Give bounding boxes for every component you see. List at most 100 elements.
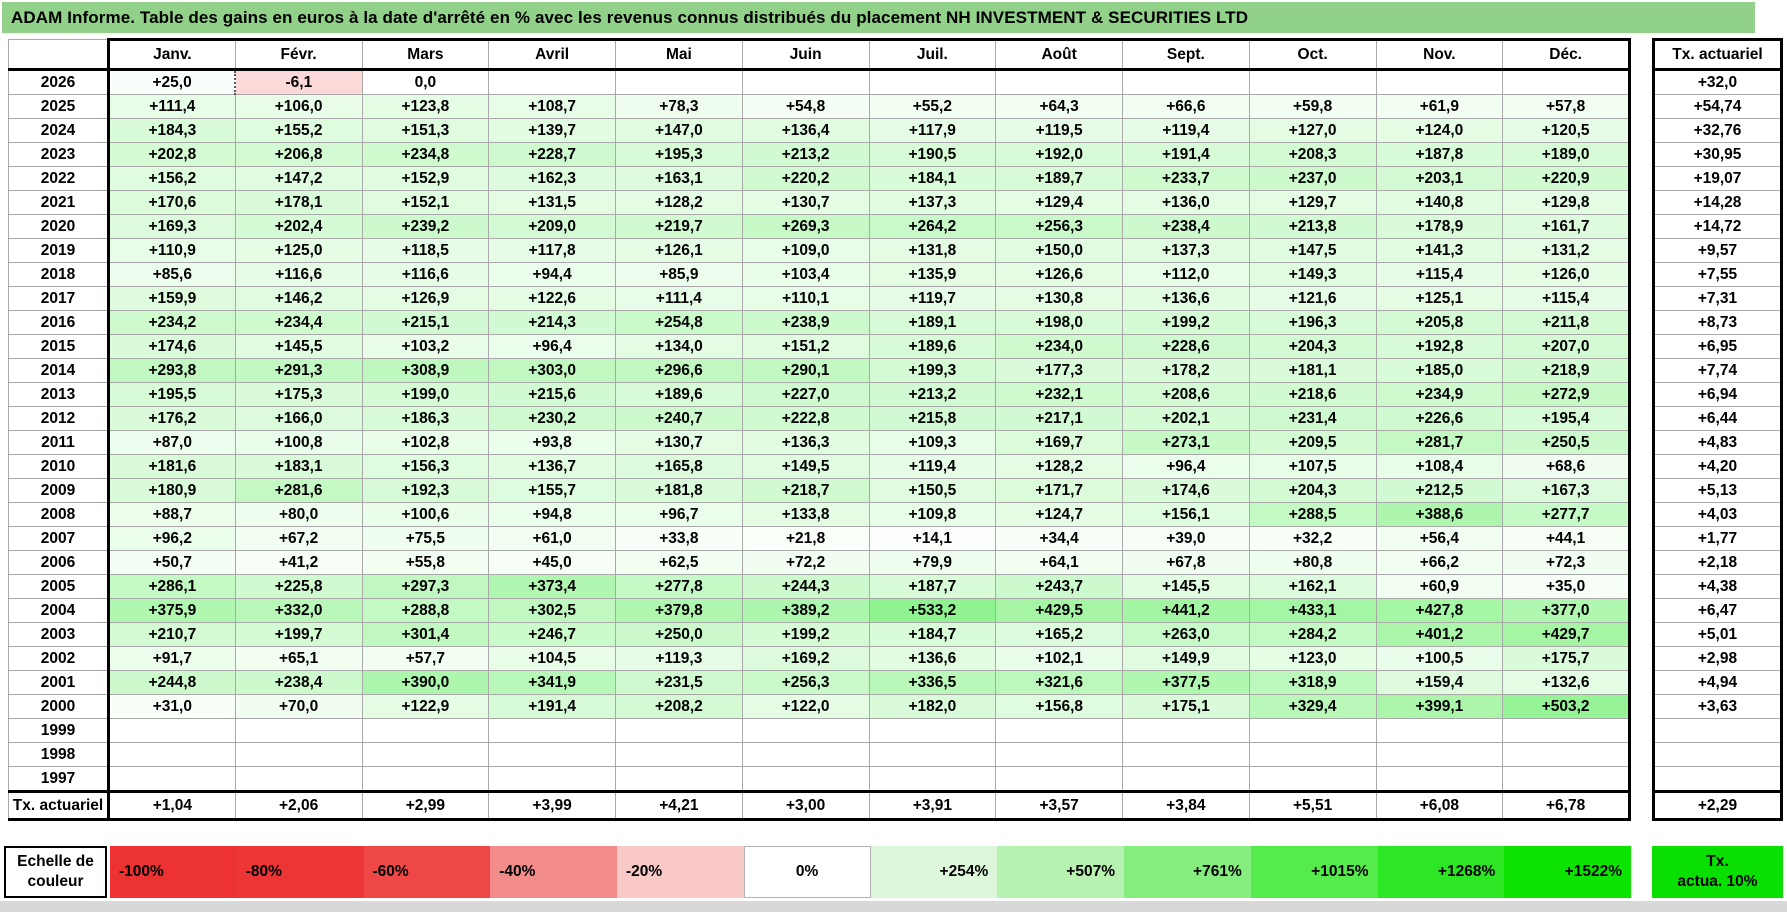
tx-value-1998[interactable] [1652,742,1783,767]
tx-value-2022[interactable]: +19,07 [1652,166,1783,191]
cell-2025-11[interactable]: +61,9 [1375,94,1504,119]
tx-row-cell-8[interactable]: +3,57 [995,790,1123,821]
cell-2001-2[interactable]: +238,4 [234,670,363,695]
cell-2000-11[interactable]: +399,1 [1375,694,1504,719]
cell-2005-8[interactable]: +243,7 [995,574,1123,599]
cell-2000-3[interactable]: +122,9 [361,694,490,719]
cell-1997-11[interactable] [1375,766,1504,792]
cell-2005-10[interactable]: +162,1 [1248,574,1377,599]
year-label-2023[interactable]: 2023 [8,142,109,167]
cell-2024-2[interactable]: +155,2 [234,118,363,143]
year-label-2008[interactable]: 2008 [8,502,109,527]
tx-row-cell-9[interactable]: +3,84 [1122,790,1250,821]
cell-2020-2[interactable]: +202,4 [234,214,363,239]
cell-2011-12[interactable]: +250,5 [1502,430,1631,455]
cell-2010-6[interactable]: +149,5 [741,454,870,479]
cell-2000-1[interactable]: +31,0 [107,694,236,719]
cell-2023-11[interactable]: +187,8 [1375,142,1504,167]
tx-column-header[interactable]: Tx. actuariel [1652,38,1783,71]
cell-2006-1[interactable]: +50,7 [107,550,236,575]
cell-2007-2[interactable]: +67,2 [234,526,363,551]
tx-row-cell-5[interactable]: +4,21 [615,790,743,821]
month-header-7[interactable]: Juil. [868,38,997,71]
cell-2016-9[interactable]: +199,2 [1122,310,1250,335]
cell-2006-10[interactable]: +80,8 [1248,550,1377,575]
year-label-2003[interactable]: 2003 [8,622,109,647]
cell-2026-12[interactable] [1502,69,1631,95]
cell-2002-3[interactable]: +57,7 [361,646,490,671]
cell-2015-7[interactable]: +189,6 [868,334,997,359]
tx-value-2015[interactable]: +6,95 [1652,334,1783,359]
cell-2001-12[interactable]: +132,6 [1502,670,1631,695]
cell-2015-1[interactable]: +174,6 [107,334,236,359]
cell-1997-12[interactable] [1502,766,1631,792]
tx-value-2012[interactable]: +6,44 [1652,406,1783,431]
cell-2023-6[interactable]: +213,2 [741,142,870,167]
cell-2017-7[interactable]: +119,7 [868,286,997,311]
cell-2016-6[interactable]: +238,9 [741,310,870,335]
cell-2001-8[interactable]: +321,6 [995,670,1123,695]
cell-1998-1[interactable] [107,742,236,767]
tx-row-cell-4[interactable]: +3,99 [488,790,616,821]
tx-row-cell-10[interactable]: +5,51 [1248,790,1377,821]
cell-2019-3[interactable]: +118,5 [361,238,490,263]
cell-2012-4[interactable]: +230,2 [488,406,616,431]
cell-2012-1[interactable]: +176,2 [107,406,236,431]
year-label-2005[interactable]: 2005 [8,574,109,599]
cell-2004-1[interactable]: +375,9 [107,598,236,623]
cell-2016-7[interactable]: +189,1 [868,310,997,335]
year-label-1998[interactable]: 1998 [8,742,109,767]
cell-2010-3[interactable]: +156,3 [361,454,490,479]
cell-2015-10[interactable]: +204,3 [1248,334,1377,359]
cell-2006-11[interactable]: +66,2 [1375,550,1504,575]
cell-2000-8[interactable]: +156,8 [995,694,1123,719]
cell-2005-5[interactable]: +277,8 [615,574,743,599]
tx-value-2017[interactable]: +7,31 [1652,286,1783,311]
cell-2013-1[interactable]: +195,5 [107,382,236,407]
year-label-2020[interactable]: 2020 [8,214,109,239]
cell-2013-2[interactable]: +175,3 [234,382,363,407]
cell-2012-5[interactable]: +240,7 [615,406,743,431]
cell-2006-3[interactable]: +55,8 [361,550,490,575]
cell-2020-1[interactable]: +169,3 [107,214,236,239]
cell-1999-5[interactable] [615,718,743,743]
cell-2019-5[interactable]: +126,1 [615,238,743,263]
tx-value-2002[interactable]: +2,98 [1652,646,1783,671]
cell-2004-4[interactable]: +302,5 [488,598,616,623]
tx-value-2016[interactable]: +8,73 [1652,310,1783,335]
cell-2014-5[interactable]: +296,6 [615,358,743,383]
year-label-2017[interactable]: 2017 [8,286,109,311]
cell-2003-4[interactable]: +246,7 [488,622,616,647]
tx-value-2019[interactable]: +9,57 [1652,238,1783,263]
cell-2013-6[interactable]: +227,0 [741,382,870,407]
cell-2007-1[interactable]: +96,2 [107,526,236,551]
cell-2017-10[interactable]: +121,6 [1248,286,1377,311]
cell-2000-6[interactable]: +122,0 [741,694,870,719]
cell-2019-11[interactable]: +141,3 [1375,238,1504,263]
cell-2004-10[interactable]: +433,1 [1248,598,1377,623]
year-label-2011[interactable]: 2011 [8,430,109,455]
cell-2003-8[interactable]: +165,2 [995,622,1123,647]
cell-2025-9[interactable]: +66,6 [1122,94,1250,119]
tx-row-cell-6[interactable]: +3,00 [741,790,870,821]
cell-2001-9[interactable]: +377,5 [1122,670,1250,695]
month-header-12[interactable]: Déc. [1502,38,1631,71]
year-label-2013[interactable]: 2013 [8,382,109,407]
cell-2018-12[interactable]: +126,0 [1502,262,1631,287]
cell-2001-4[interactable]: +341,9 [488,670,616,695]
cell-2026-7[interactable] [868,69,997,95]
cell-2007-8[interactable]: +34,4 [995,526,1123,551]
year-label-2015[interactable]: 2015 [8,334,109,359]
cell-2022-10[interactable]: +237,0 [1248,166,1377,191]
cell-1998-7[interactable] [868,742,997,767]
cell-2012-9[interactable]: +202,1 [1122,406,1250,431]
cell-2025-10[interactable]: +59,8 [1248,94,1377,119]
cell-2016-4[interactable]: +214,3 [488,310,616,335]
cell-2005-4[interactable]: +373,4 [488,574,616,599]
month-header-3[interactable]: Mars [361,38,490,71]
cell-2010-11[interactable]: +108,4 [1375,454,1504,479]
cell-2003-1[interactable]: +210,7 [107,622,236,647]
cell-2022-2[interactable]: +147,2 [234,166,363,191]
cell-2014-1[interactable]: +293,8 [107,358,236,383]
cell-2005-1[interactable]: +286,1 [107,574,236,599]
